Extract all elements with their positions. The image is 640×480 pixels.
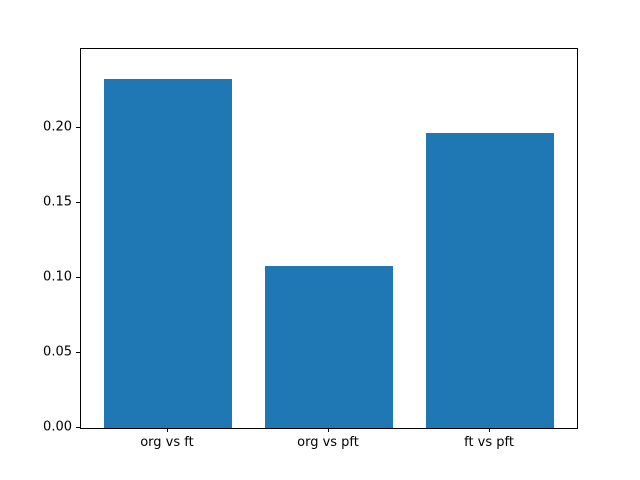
y-tick-label: 0.20 bbox=[43, 119, 72, 135]
x-tick-mark bbox=[489, 428, 491, 432]
y-tick-mark bbox=[76, 127, 80, 129]
y-tick-mark bbox=[76, 202, 80, 204]
bar-ft-vs-pft bbox=[425, 132, 555, 428]
y-tick-mark bbox=[76, 352, 80, 353]
x-tick-label: org vs ft bbox=[140, 435, 194, 450]
x-tick-label: org vs pft bbox=[297, 435, 359, 450]
y-tick-mark bbox=[76, 427, 80, 428]
x-tick-label: ft vs pft bbox=[464, 435, 514, 450]
y-tick-label: 0.15 bbox=[43, 194, 72, 210]
y-tick-mark bbox=[76, 277, 80, 279]
x-tick-mark bbox=[166, 428, 168, 432]
x-tick-mark bbox=[328, 428, 329, 432]
y-tick-label: 0.10 bbox=[43, 269, 72, 285]
y-tick-label: 0.00 bbox=[43, 419, 72, 435]
bar-org-vs-ft bbox=[103, 78, 233, 428]
bar-org-vs-pft bbox=[264, 266, 394, 428]
y-tick-label: 0.05 bbox=[43, 344, 72, 360]
plot-area bbox=[80, 48, 578, 429]
